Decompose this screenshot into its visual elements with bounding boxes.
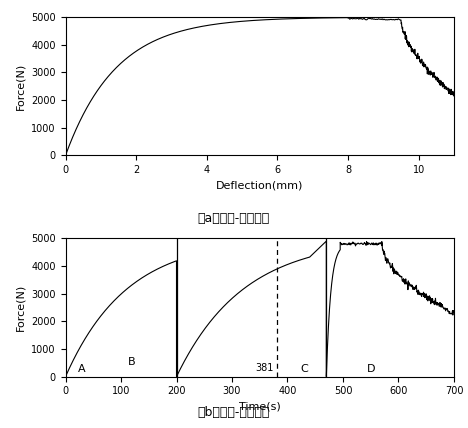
Text: （b）载荷-事件曲线: （b）载荷-事件曲线 bbox=[198, 407, 270, 419]
Text: D: D bbox=[366, 364, 375, 374]
Text: A: A bbox=[78, 364, 86, 374]
X-axis label: Deflection(mm): Deflection(mm) bbox=[216, 181, 303, 191]
Text: C: C bbox=[300, 364, 308, 374]
Text: B: B bbox=[128, 357, 136, 367]
Text: （a）载荷-挠度曲线: （a）载荷-挠度曲线 bbox=[198, 212, 270, 225]
X-axis label: Time(s): Time(s) bbox=[239, 402, 281, 412]
Y-axis label: Force(N): Force(N) bbox=[15, 284, 26, 331]
Y-axis label: Force(N): Force(N) bbox=[15, 62, 26, 110]
Text: 381: 381 bbox=[256, 363, 274, 373]
